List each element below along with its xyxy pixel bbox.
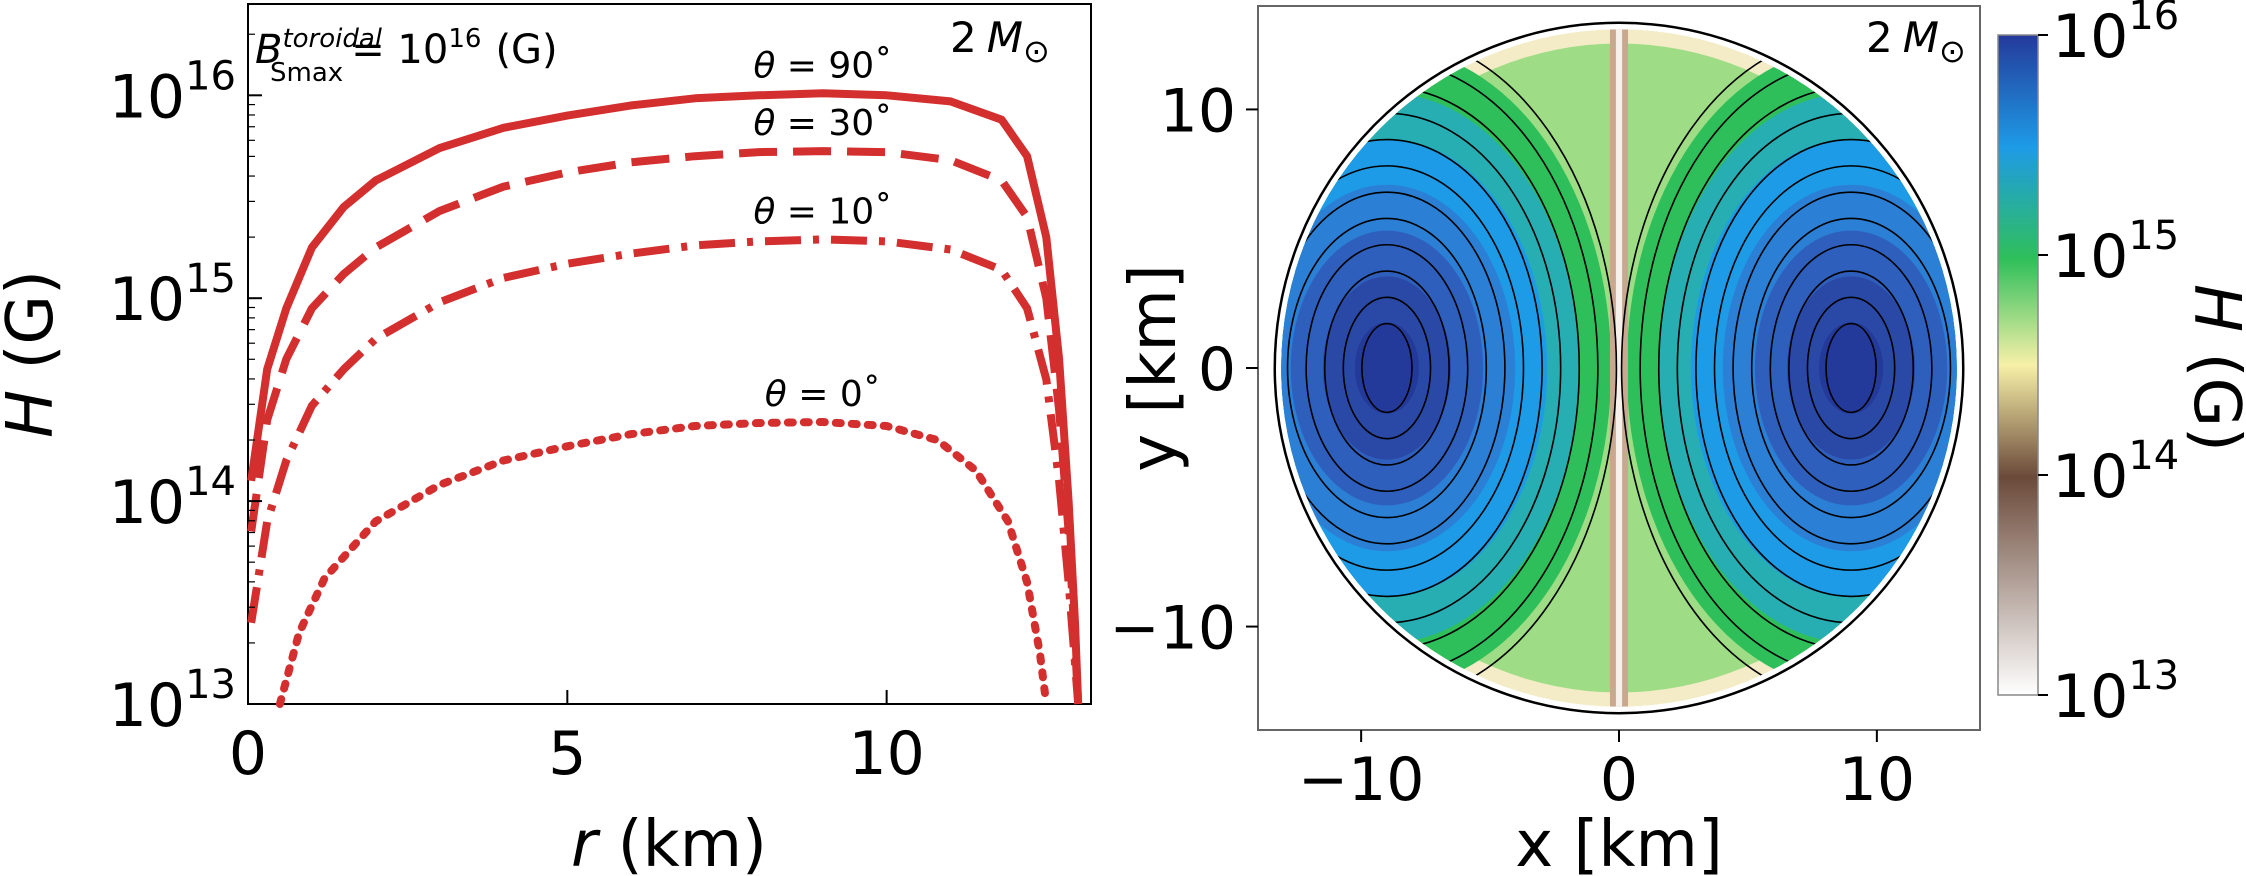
left-ticks-group: 0 5 10 1013 1014 1015 1016	[109, 33, 925, 789]
series-line-2	[247, 235, 1083, 705]
contour-0-4	[1281, 138, 1543, 598]
series-label-1: θ = 30˚	[753, 103, 892, 144]
b-max-exponent: 16	[448, 24, 481, 54]
colorbar-label-unit: (G)	[2179, 332, 2246, 452]
colorbar	[1997, 34, 2039, 696]
left-y-tick-label-1: 1014	[109, 459, 236, 538]
left-x-var: r	[571, 808, 601, 876]
contour-0-8	[1305, 243, 1469, 493]
b-max-superscript: toroidal	[282, 24, 382, 54]
contour-1-6	[1732, 191, 1957, 545]
series-label-3: θ = 0˚	[765, 374, 881, 415]
left-y-var: H	[0, 390, 68, 438]
b-max-subscript: Smax	[270, 58, 343, 88]
series-line-3	[275, 418, 1051, 708]
contour-1-4	[1695, 138, 1957, 598]
left-mass-sun: ⊙	[1023, 32, 1050, 70]
left-x-tick-label-2: 10	[848, 719, 924, 789]
colorbar-tick-label-0: 1013	[2052, 653, 2179, 732]
left-x-tick-label-0: 0	[229, 719, 267, 789]
lobe-fill-0	[1354, 322, 1419, 414]
b-max-unit: (G)	[495, 27, 557, 73]
right-mass-symbol: M	[1903, 13, 1939, 62]
left-y-tick-label-3: 1016	[109, 53, 236, 132]
left-y-tick-label-2: 1015	[109, 256, 236, 335]
b-max-annotation: Btoroidal Smax = 1016 (G)	[255, 24, 558, 88]
star-surface	[1273, 21, 1965, 715]
right-y-axis-label: y [km]	[1117, 264, 1191, 472]
contour-1-7	[1750, 217, 1952, 519]
left-line-chart: 0 5 10 1013 1014 1015 1016 θ = 90˚ θ = 30˚ θ = 1…	[0, 3, 1092, 876]
right-y-tick-label-1: 0	[1198, 335, 1236, 405]
colorbar-tick-label-1: 1014	[2052, 433, 2179, 512]
colorbar-label: H (G)	[2179, 284, 2246, 452]
right-x-tick-label-2: 10	[1839, 745, 1915, 815]
left-x-unit: (km)	[597, 808, 767, 876]
right-mass-sun: ⊙	[1939, 32, 1966, 70]
b-max-equals: = 10	[351, 27, 448, 73]
right-x-axis-label: x [km]	[1515, 808, 1723, 876]
right-x-tick-label-0: −10	[1298, 745, 1425, 815]
colorbar-tick-label-3: 1016	[2052, 0, 2179, 72]
series-label-2: θ = 10˚	[753, 191, 892, 232]
axis-weak-core	[1615, 29, 1623, 707]
contour-1-8	[1769, 243, 1933, 493]
contour-1-5	[1713, 165, 1957, 571]
series-line-0	[247, 89, 1083, 705]
right-mass-value: 2	[1866, 13, 1893, 62]
contour-0-7	[1286, 217, 1488, 519]
left-plot-frame	[247, 3, 1092, 705]
left-mass-value: 2	[950, 13, 977, 62]
b-max-symbol: B	[255, 27, 282, 73]
left-y-unit: (G)	[0, 270, 68, 390]
contour-0-6	[1281, 191, 1506, 545]
contour-0-5	[1281, 165, 1525, 571]
contour-0-9	[1323, 270, 1450, 466]
right-ticks-group: −10 0 10 −10 0 10	[1109, 76, 1915, 815]
right-y-tick-label-0: −10	[1109, 594, 1236, 664]
left-x-axis-label: r (km)	[571, 808, 767, 876]
right-mass-label: 2 M⊙	[1866, 13, 1966, 70]
series-line-1	[247, 147, 1083, 705]
contour-0-10	[1342, 296, 1432, 440]
right-y-tick-label-2: 10	[1160, 76, 1236, 146]
colorbar-tick-label-2: 1015	[2052, 213, 2179, 292]
contour-1-10	[1806, 296, 1896, 440]
colorbar-label-var: H	[2179, 284, 2246, 332]
left-y-axis-label: H (G)	[0, 270, 68, 438]
series-label-0: θ = 90˚	[753, 45, 892, 86]
left-series-labels: θ = 90˚ θ = 30˚ θ = 10˚ θ = 0˚	[753, 45, 892, 415]
left-mass-symbol: M	[987, 13, 1023, 62]
left-series-group	[247, 89, 1083, 708]
left-mass-label: 2 M⊙	[950, 13, 1050, 70]
contour-1-11	[1825, 322, 1877, 414]
contour-0-11	[1361, 322, 1413, 414]
left-x-tick-label-1: 5	[548, 719, 586, 789]
lobe-fill-1	[1819, 322, 1884, 414]
field-fill	[1281, 29, 1957, 707]
field-map-group	[1273, 21, 1965, 715]
right-x-tick-label-1: 0	[1600, 745, 1638, 815]
colorbar-ticks-group: 1013 1014 1015 1016	[2038, 0, 2179, 732]
contour-1-9	[1788, 270, 1915, 466]
left-y-tick-label-0: 1013	[109, 662, 236, 741]
